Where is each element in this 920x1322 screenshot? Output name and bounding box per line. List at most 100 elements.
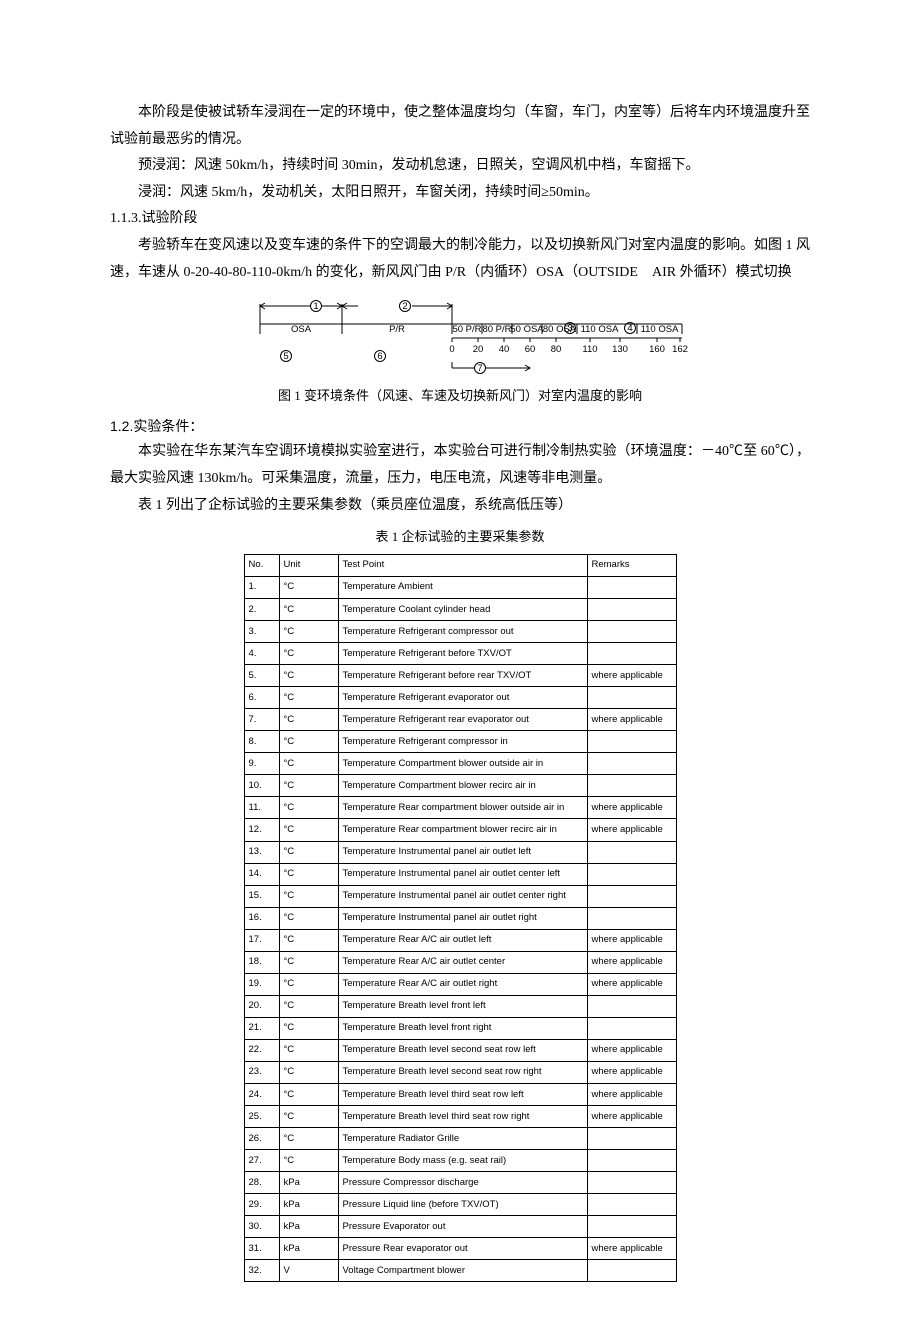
table-row: 5.°CTemperature Refrigerant before rear … [244,665,676,687]
table-cell: where applicable [587,973,676,995]
table-cell: Pressure Compressor discharge [338,1172,587,1194]
table-cell [587,753,676,775]
table-row: 26.°CTemperature Radiator Grille [244,1128,676,1150]
table-cell: V [279,1260,338,1282]
table-cell: Temperature Refrigerant rear evaporator … [338,709,587,731]
table-cell [587,1216,676,1238]
table-row: 21.°CTemperature Breath level front righ… [244,1017,676,1039]
table-row: 16.°CTemperature Instrumental panel air … [244,907,676,929]
table-row: 8.°CTemperature Refrigerant compressor i… [244,731,676,753]
table-row: 13.°CTemperature Instrumental panel air … [244,841,676,863]
table-row: 27.°CTemperature Body mass (e.g. seat ra… [244,1150,676,1172]
table-cell: 25. [244,1106,279,1128]
table-cell: 23. [244,1061,279,1083]
table-cell [587,1017,676,1039]
table-row: 25.°CTemperature Breath level third seat… [244,1106,676,1128]
table-cell: where applicable [587,1039,676,1061]
svg-text:110 OSA: 110 OSA [581,324,620,335]
table-header: Test Point [338,554,587,576]
table-cell: Temperature Compartment blower outside a… [338,753,587,775]
table-cell [587,885,676,907]
table-row: 9.°CTemperature Compartment blower outsi… [244,753,676,775]
table-row: 15.°CTemperature Instrumental panel air … [244,885,676,907]
table-cell: Temperature Instrumental panel air outle… [338,863,587,885]
table-row: 23.°CTemperature Breath level second sea… [244,1061,676,1083]
table-cell: Temperature Rear A/C air outlet left [338,929,587,951]
table-cell: 6. [244,687,279,709]
table-cell: °C [279,643,338,665]
table-cell [587,995,676,1017]
table-cell: Temperature Body mass (e.g. seat rail) [338,1150,587,1172]
svg-text:P/R: P/R [389,324,405,335]
svg-text:80: 80 [551,344,562,355]
table-row: 32.VVoltage Compartment blower [244,1260,676,1282]
table-cell: 27. [244,1150,279,1172]
table-cell: °C [279,687,338,709]
table-cell: kPa [279,1238,338,1260]
svg-text:4: 4 [627,323,632,334]
table-cell: °C [279,1150,338,1172]
svg-text:130: 130 [612,344,628,355]
table-cell [587,1194,676,1216]
table-cell: 11. [244,797,279,819]
svg-text:3: 3 [567,323,572,334]
table-1-caption: 表 1 企标试验的主要采集参数 [110,525,810,550]
table-row: 28.kPaPressure Compressor discharge [244,1172,676,1194]
body-para: 考验轿车在变风速以及变车速的条件下的空调最大的制冷能力，以及切换新风门对室内温度… [110,233,810,286]
table-row: 3.°CTemperature Refrigerant compressor o… [244,621,676,643]
svg-text:7: 7 [477,363,482,374]
table-cell: 9. [244,753,279,775]
table-row: 6.°CTemperature Refrigerant evaporator o… [244,687,676,709]
table-cell: Temperature Instrumental panel air outle… [338,841,587,863]
table-cell: kPa [279,1216,338,1238]
figure-1-diagram: OSAP/R50 P/R80 P/R50 OSA80 OSA110 OSA110… [110,296,810,378]
table-cell: °C [279,709,338,731]
table-row: 31.kPaPressure Rear evaporator outwhere … [244,1238,676,1260]
table-cell: °C [279,1039,338,1061]
svg-text:5: 5 [283,351,288,362]
table-cell: where applicable [587,819,676,841]
svg-text:20: 20 [473,344,484,355]
table-cell: where applicable [587,797,676,819]
table-cell [587,576,676,598]
table-cell [587,599,676,621]
svg-text:162: 162 [672,344,688,355]
table-cell: where applicable [587,1238,676,1260]
table-header: Unit [279,554,338,576]
table-cell: °C [279,1061,338,1083]
table-row: 11.°CTemperature Rear compartment blower… [244,797,676,819]
heading-1-1-3: 1.1.3.试验阶段 [110,206,810,233]
table-cell: Temperature Breath level front right [338,1017,587,1039]
body-para: 预浸润：风速 50km/h，持续时间 30min，发动机怠速，日照关，空调风机中… [110,153,810,180]
table-cell [587,841,676,863]
table-row: 17.°CTemperature Rear A/C air outlet lef… [244,929,676,951]
table-row: 10.°CTemperature Compartment blower reci… [244,775,676,797]
table-cell: where applicable [587,951,676,973]
table-cell: Voltage Compartment blower [338,1260,587,1282]
table-cell: 19. [244,973,279,995]
table-cell [587,863,676,885]
table-cell [587,1172,676,1194]
table-cell: °C [279,775,338,797]
table-cell: where applicable [587,1084,676,1106]
table-cell: °C [279,885,338,907]
table-cell: °C [279,1017,338,1039]
table-cell: °C [279,929,338,951]
table-cell: 13. [244,841,279,863]
table-row: 14.°CTemperature Instrumental panel air … [244,863,676,885]
table-cell: 30. [244,1216,279,1238]
table-cell: Pressure Rear evaporator out [338,1238,587,1260]
table-cell: °C [279,841,338,863]
table-cell [587,687,676,709]
table-cell: Temperature Refrigerant before rear TXV/… [338,665,587,687]
table-cell [587,1260,676,1282]
table-cell [587,731,676,753]
svg-text:110: 110 [582,344,597,355]
svg-text:60: 60 [525,344,536,355]
heading-1-2: 1.2.实验条件： [110,413,810,440]
table-cell: Temperature Instrumental panel air outle… [338,885,587,907]
table-row: 22.°CTemperature Breath level second sea… [244,1039,676,1061]
table-cell: °C [279,907,338,929]
table-cell: Temperature Ambient [338,576,587,598]
table-cell: Temperature Rear compartment blower outs… [338,797,587,819]
